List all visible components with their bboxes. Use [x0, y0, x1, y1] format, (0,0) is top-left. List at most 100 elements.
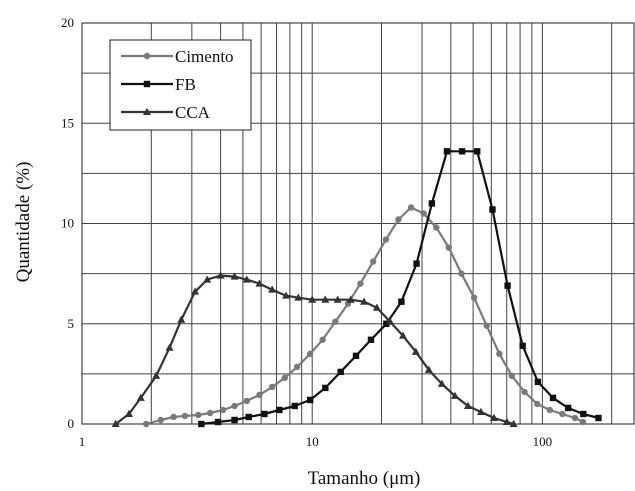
data-point-square [564, 404, 572, 412]
data-point-triangle [411, 347, 420, 355]
data-point-square [306, 396, 314, 404]
data-point-circle [332, 318, 339, 325]
data-point-triangle [242, 275, 251, 283]
data-point-square [198, 420, 205, 428]
data-point-triangle [476, 407, 485, 415]
data-point-square [549, 394, 557, 402]
data-point-triangle [489, 413, 498, 421]
data-point-triangle [502, 417, 511, 425]
series-cca [111, 271, 518, 427]
data-point-square [595, 414, 602, 422]
data-point-square [504, 282, 511, 289]
data-point-triangle [152, 371, 161, 379]
data-point-triangle [321, 295, 330, 303]
data-point-triangle [360, 297, 369, 305]
data-point-circle [281, 374, 288, 382]
data-point-circle [483, 322, 490, 329]
data-point-circle [369, 258, 377, 265]
data-point-circle [268, 383, 276, 391]
y-axis-label: Quantidade (%) [13, 162, 34, 283]
x-axis-label: Tamanho (μm) [308, 468, 421, 489]
y-tick-label: 20 [61, 15, 74, 30]
data-point-triangle [333, 295, 342, 303]
y-tick-label: 15 [61, 115, 74, 130]
data-point-triangle [230, 272, 239, 280]
data-point-circle [206, 409, 214, 417]
data-point-triangle [282, 291, 291, 299]
data-point-circle [195, 411, 202, 419]
data-point-square [534, 378, 542, 386]
data-point-circle [559, 410, 566, 418]
data-point-circle [420, 210, 427, 217]
data-point-square [428, 200, 436, 207]
data-point-circle [293, 363, 301, 371]
data-point-square [489, 206, 496, 213]
data-point-circle [170, 413, 177, 421]
data-point-square [337, 368, 344, 376]
axis-ticks: 0 5 10 15 20 1 10 100 [61, 15, 552, 449]
data-point-triangle [165, 343, 174, 351]
data-point-triangle [372, 303, 381, 311]
data-point-square [143, 80, 151, 88]
data-point-circle [407, 204, 415, 211]
data-point-triangle [216, 271, 225, 279]
data-point-square [474, 148, 481, 155]
data-point-circle [181, 412, 189, 420]
legend-label-cimento: Cimento [175, 47, 234, 66]
data-point-square [261, 410, 268, 418]
data-point-circle [445, 244, 452, 251]
data-point-square [367, 336, 375, 343]
data-point-circle [458, 270, 465, 277]
data-point-circle [143, 52, 151, 60]
data-point-circle [382, 236, 390, 243]
y-tick-label: 5 [68, 316, 75, 331]
data-point-circle [571, 414, 579, 422]
data-point-triangle [463, 401, 472, 409]
data-point-triangle [143, 107, 151, 115]
data-point-triangle [308, 295, 317, 303]
data-point-triangle [509, 419, 518, 427]
data-point-square [352, 352, 360, 360]
data-point-triangle [203, 275, 212, 283]
data-point-circle [395, 216, 402, 223]
data-point-circle [546, 406, 554, 414]
data-point-triangle [268, 285, 277, 293]
y-tick-label: 10 [61, 216, 74, 231]
x-tick-label: 100 [533, 434, 553, 449]
data-point-circle [157, 416, 165, 424]
data-point-circle [231, 402, 238, 410]
plot-frame [81, 22, 635, 425]
series-line-cca [114, 274, 514, 426]
data-point-triangle [111, 419, 120, 427]
data-point-circle [306, 350, 314, 358]
data-point-square [519, 342, 526, 350]
data-point-square [245, 413, 252, 421]
data-point-square [413, 260, 420, 267]
legend-label-cca: CCA [175, 103, 211, 122]
data-point-square [443, 148, 451, 155]
data-point-square [276, 406, 283, 414]
series-fb [198, 148, 602, 428]
data-point-circle [496, 350, 503, 358]
y-tick-label: 0 [68, 416, 75, 431]
data-point-square [383, 320, 390, 327]
data-point-triangle [136, 393, 145, 401]
data-point-circle [470, 294, 478, 301]
data-point-triangle [450, 391, 459, 399]
data-point-circle [357, 280, 364, 287]
x-tick-label: 10 [306, 434, 319, 449]
data-point-triangle [255, 279, 264, 287]
data-point-triangle [124, 409, 133, 417]
data-point-square [322, 384, 329, 392]
data-point-square [398, 298, 405, 305]
data-point-circle [433, 224, 440, 231]
data-point-triangle [346, 295, 355, 303]
data-point-triangle [437, 379, 446, 387]
data-point-triangle [294, 293, 303, 301]
data-point-triangle [386, 317, 395, 325]
data-point-square [231, 416, 238, 424]
data-point-square [291, 402, 298, 410]
data-point-triangle [191, 287, 200, 295]
